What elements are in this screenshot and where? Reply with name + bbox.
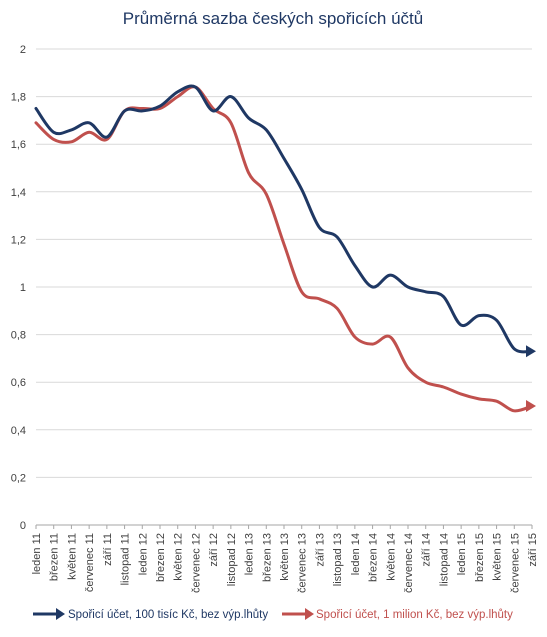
legend-item: Spořicí účet, 100 tisíc Kč, bez výp.lhůt… <box>33 608 268 621</box>
legend-item: Spořicí účet, 1 milion Kč, bez výp.lhůty <box>282 608 513 621</box>
legend-label: Spořicí účet, 1 milion Kč, bez výp.lhůty <box>316 609 513 621</box>
x-tick-label: září 11 <box>102 533 114 566</box>
legend-arrow-icon <box>56 608 65 620</box>
y-tick-label: 1 <box>20 282 26 294</box>
x-tick-label: listopad 11 <box>120 533 132 585</box>
y-tick-label: 1,4 <box>11 187 26 199</box>
x-tick-label: červenec 11 <box>84 533 96 592</box>
x-tick-label: květen 14 <box>385 533 397 581</box>
x-tick-label: březen 11 <box>49 533 61 581</box>
legend-label: Spořicí účet, 100 tisíc Kč, bez výp.lhůt… <box>68 609 268 621</box>
y-tick-label: 0,2 <box>11 472 26 484</box>
x-tick-label: březen 15 <box>474 533 486 582</box>
x-tick-label: květen 15 <box>492 533 504 581</box>
y-tick-label: 0,6 <box>11 377 26 389</box>
x-tick-label: listopad 13 <box>332 533 344 586</box>
x-tick-label: leden 12 <box>137 533 149 575</box>
x-tick-label: září 13 <box>314 533 326 567</box>
x-tick-label: březen 13 <box>261 533 273 582</box>
x-tick-label: září 15 <box>527 533 539 567</box>
x-tick-label: leden 13 <box>244 533 256 575</box>
x-tick-label: září 12 <box>208 533 220 567</box>
x-tick-label: březen 14 <box>368 533 380 582</box>
y-tick-label: 0,8 <box>11 330 26 342</box>
x-tick-label: červenec 13 <box>297 533 309 593</box>
x-tick-label: červenec 15 <box>509 533 521 593</box>
x-tick-label: květen 12 <box>173 533 185 581</box>
y-tick-label: 0,4 <box>11 425 26 437</box>
legend-arrow-icon <box>305 608 314 620</box>
chart-title: Průměrná sazba českých spořicích účtů <box>123 9 423 28</box>
series-end-arrow <box>526 400 536 412</box>
y-tick-label: 2 <box>20 44 26 56</box>
x-tick-label: květen 11 <box>66 533 78 580</box>
y-tick-label: 1,2 <box>11 234 26 246</box>
x-tick-label: leden 15 <box>456 533 468 575</box>
x-tick-label: leden 11 <box>31 533 43 574</box>
x-tick-label: červenec 12 <box>190 533 202 593</box>
y-tick-label: 1,6 <box>11 139 26 151</box>
x-tick-label: listopad 12 <box>226 533 238 586</box>
x-tick-label: leden 14 <box>350 533 362 575</box>
series-line-1 <box>34 84 534 354</box>
x-tick-label: květen 13 <box>279 533 291 581</box>
x-tick-label: červenec 14 <box>403 533 415 593</box>
y-tick-label: 0 <box>20 520 26 532</box>
x-tick-label: září 14 <box>421 533 433 567</box>
series-end-arrow <box>526 345 536 358</box>
x-tick-label: listopad 14 <box>438 533 450 586</box>
y-tick-label: 1,8 <box>11 92 26 104</box>
x-tick-label: březen 12 <box>155 533 167 582</box>
